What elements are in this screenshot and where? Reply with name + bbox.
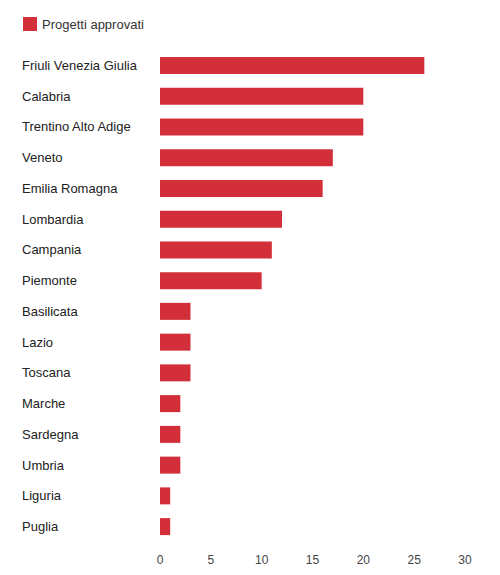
- svg-text:Friuli Venezia Giulia: Friuli Venezia Giulia: [22, 58, 138, 73]
- svg-text:0: 0: [157, 553, 164, 567]
- svg-text:20: 20: [357, 553, 371, 567]
- svg-text:Calabria: Calabria: [22, 89, 71, 104]
- svg-text:Marche: Marche: [22, 396, 65, 411]
- svg-text:30: 30: [458, 553, 472, 567]
- svg-text:10: 10: [255, 553, 269, 567]
- svg-text:15: 15: [306, 553, 320, 567]
- svg-text:Veneto: Veneto: [22, 150, 63, 165]
- svg-text:Liguria: Liguria: [22, 488, 62, 503]
- svg-text:Campania: Campania: [22, 242, 82, 257]
- svg-text:Umbria: Umbria: [22, 458, 65, 473]
- svg-text:Lazio: Lazio: [22, 335, 53, 350]
- svg-text:Progetti approvati: Progetti approvati: [42, 17, 144, 32]
- svg-text:Basilicata: Basilicata: [22, 304, 78, 319]
- svg-text:Piemonte: Piemonte: [22, 273, 77, 288]
- svg-text:5: 5: [207, 553, 214, 567]
- svg-text:Emilia Romagna: Emilia Romagna: [22, 181, 118, 196]
- svg-text:Trentino Alto Adige: Trentino Alto Adige: [22, 119, 131, 134]
- svg-text:Toscana: Toscana: [22, 365, 71, 380]
- svg-text:Puglia: Puglia: [22, 519, 59, 534]
- svg-text:25: 25: [407, 553, 421, 567]
- svg-text:Lombardia: Lombardia: [22, 212, 84, 227]
- svg-text:Sardegna: Sardegna: [22, 427, 79, 442]
